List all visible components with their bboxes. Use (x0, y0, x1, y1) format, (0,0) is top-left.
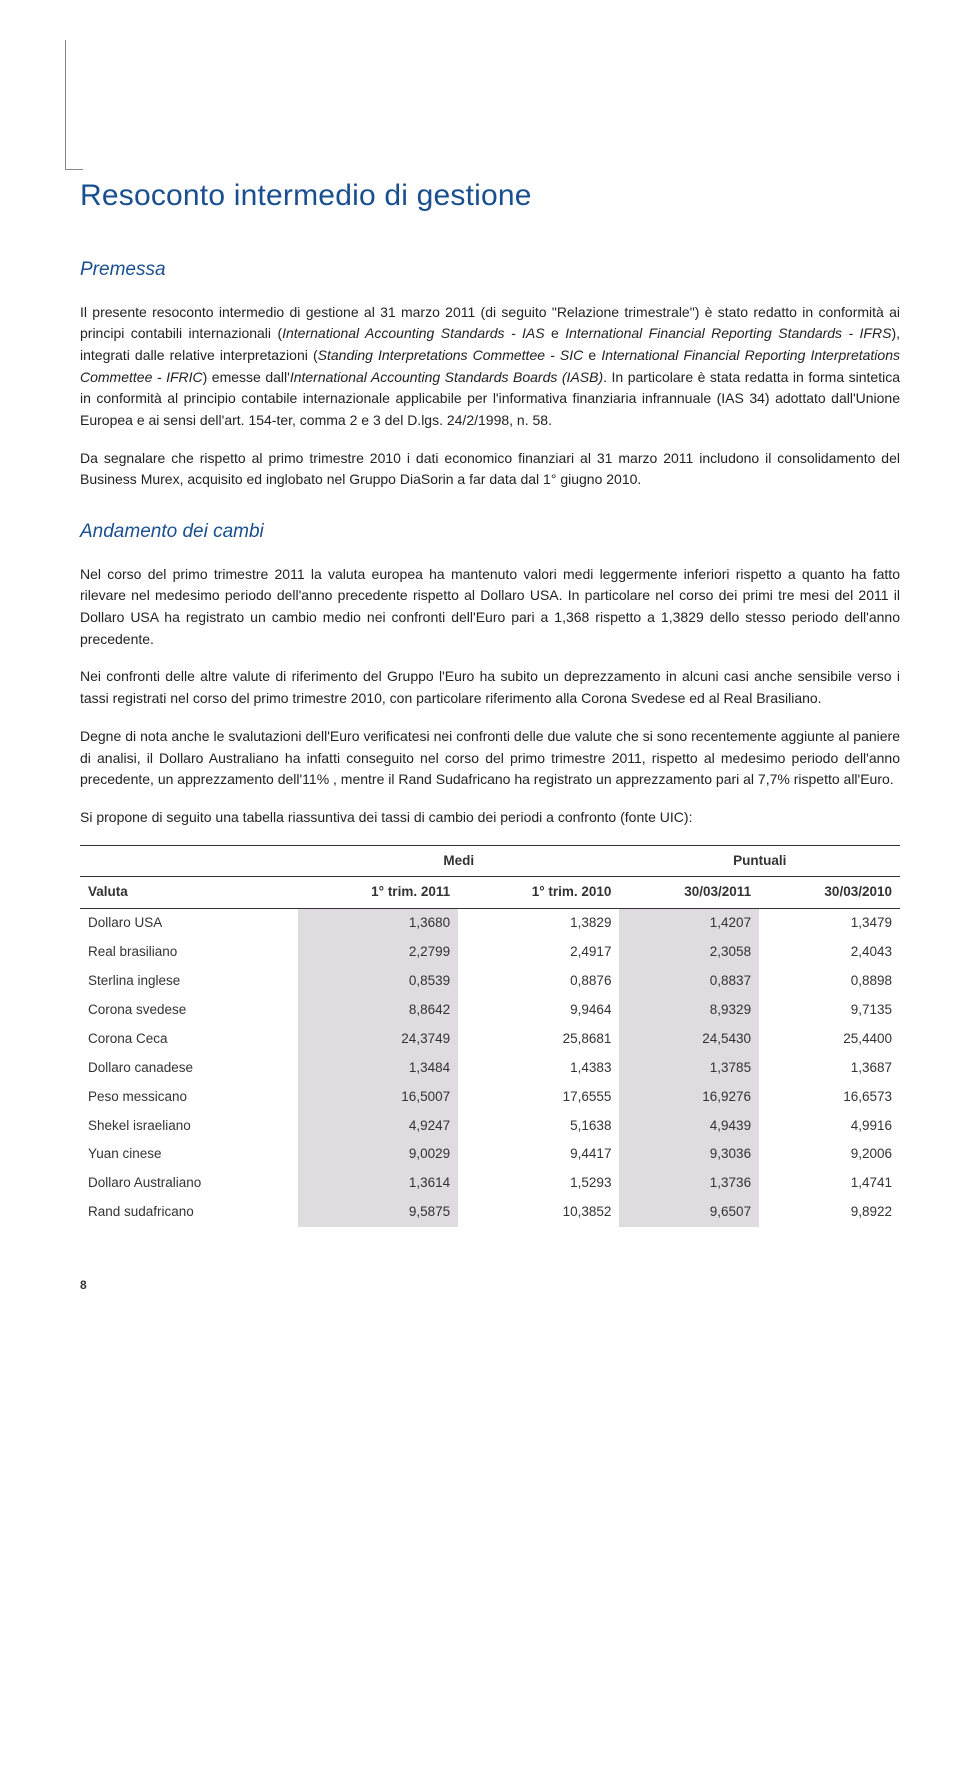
cell-punt-2010: 1,4741 (759, 1169, 900, 1198)
cell-medi-2011: 1,3614 (298, 1169, 458, 1198)
cell-currency: Dollaro canadese (80, 1054, 298, 1083)
page-corner-rule (65, 40, 83, 170)
cell-medi-2010: 0,8876 (458, 967, 619, 996)
cell-currency: Yuan cinese (80, 1140, 298, 1169)
para1-m4: ) emesse dall' (203, 369, 290, 385)
col-trim-2011: 1° trim. 2011 (298, 877, 458, 909)
cell-medi-2011: 1,3484 (298, 1054, 458, 1083)
cell-punt-2011: 1,4207 (619, 909, 759, 938)
cell-punt-2011: 4,9439 (619, 1112, 759, 1141)
para1-i5: International Accounting Standards Board… (290, 369, 603, 385)
cell-medi-2011: 2,2799 (298, 938, 458, 967)
cell-medi-2010: 9,4417 (458, 1140, 619, 1169)
cell-punt-2011: 9,6507 (619, 1198, 759, 1227)
cell-currency: Corona svedese (80, 996, 298, 1025)
table-row: Corona Ceca24,374925,868124,543025,4400 (80, 1025, 900, 1054)
cell-currency: Dollaro USA (80, 909, 298, 938)
page-title: Resoconto intermedio di gestione (80, 175, 900, 217)
table-row: Sterlina inglese0,85390,88760,88370,8898 (80, 967, 900, 996)
para1-i3: Standing Interpretations Commettee - SIC (318, 347, 584, 363)
cell-punt-2010: 16,6573 (759, 1083, 900, 1112)
cell-punt-2010: 1,3479 (759, 909, 900, 938)
cell-punt-2010: 4,9916 (759, 1112, 900, 1141)
cell-medi-2010: 17,6555 (458, 1083, 619, 1112)
cell-punt-2010: 9,8922 (759, 1198, 900, 1227)
table-row: Real brasiliano2,27992,49172,30582,4043 (80, 938, 900, 967)
cell-medi-2011: 1,3680 (298, 909, 458, 938)
cell-medi-2011: 9,5875 (298, 1198, 458, 1227)
table-group-empty (80, 845, 298, 877)
cell-medi-2011: 8,8642 (298, 996, 458, 1025)
para1-m3: e (583, 347, 601, 363)
para1-i2: International Financial Reporting Standa… (565, 325, 891, 341)
table-row: Corona svedese8,86429,94648,93299,7135 (80, 996, 900, 1025)
cell-currency: Corona Ceca (80, 1025, 298, 1054)
cell-punt-2011: 16,9276 (619, 1083, 759, 1112)
paragraph-cambi-1: Nel corso del primo trimestre 2011 la va… (80, 564, 900, 651)
cell-currency: Dollaro Australiano (80, 1169, 298, 1198)
exchange-rate-table: Medi Puntuali Valuta 1° trim. 2011 1° tr… (80, 845, 900, 1228)
paragraph-cambi-2: Nei confronti delle altre valute di rife… (80, 666, 900, 709)
table-header-row: Valuta 1° trim. 2011 1° trim. 2010 30/03… (80, 877, 900, 909)
cell-punt-2011: 9,3036 (619, 1140, 759, 1169)
cell-punt-2011: 1,3785 (619, 1054, 759, 1083)
cell-punt-2011: 0,8837 (619, 967, 759, 996)
table-group-puntuali: Puntuali (619, 845, 900, 877)
cell-currency: Peso messicano (80, 1083, 298, 1112)
cell-punt-2011: 8,9329 (619, 996, 759, 1025)
cell-punt-2010: 9,2006 (759, 1140, 900, 1169)
table-row: Peso messicano16,500717,655516,927616,65… (80, 1083, 900, 1112)
cell-punt-2011: 2,3058 (619, 938, 759, 967)
cell-punt-2010: 2,4043 (759, 938, 900, 967)
cell-medi-2011: 16,5007 (298, 1083, 458, 1112)
cell-currency: Sterlina inglese (80, 967, 298, 996)
cell-medi-2010: 1,3829 (458, 909, 619, 938)
col-valuta: Valuta (80, 877, 298, 909)
cell-punt-2010: 25,4400 (759, 1025, 900, 1054)
cell-medi-2010: 10,3852 (458, 1198, 619, 1227)
paragraph-intro: Il presente resoconto intermedio di gest… (80, 302, 900, 432)
cell-medi-2010: 2,4917 (458, 938, 619, 967)
col-date-2011: 30/03/2011 (619, 877, 759, 909)
para1-m1: e (545, 325, 566, 341)
cell-punt-2011: 1,3736 (619, 1169, 759, 1198)
cell-currency: Rand sudafricano (80, 1198, 298, 1227)
cell-currency: Shekel israeliano (80, 1112, 298, 1141)
cell-medi-2010: 25,8681 (458, 1025, 619, 1054)
cell-punt-2010: 1,3687 (759, 1054, 900, 1083)
cell-medi-2010: 1,4383 (458, 1054, 619, 1083)
para1-i1: International Accounting Standards - IAS (282, 325, 545, 341)
table-row: Dollaro USA1,36801,38291,42071,3479 (80, 909, 900, 938)
table-group-medi: Medi (298, 845, 619, 877)
section-heading-premessa: Premessa (80, 257, 900, 284)
table-row: Shekel israeliano4,92475,16384,94394,991… (80, 1112, 900, 1141)
paragraph-cambi-3: Degne di nota anche le svalutazioni dell… (80, 726, 900, 791)
table-group-row: Medi Puntuali (80, 845, 900, 877)
cell-medi-2011: 24,3749 (298, 1025, 458, 1054)
col-date-2010: 30/03/2010 (759, 877, 900, 909)
cell-medi-2011: 4,9247 (298, 1112, 458, 1141)
cell-currency: Real brasiliano (80, 938, 298, 967)
cell-medi-2010: 1,5293 (458, 1169, 619, 1198)
cell-medi-2011: 0,8539 (298, 967, 458, 996)
paragraph-cambi-4: Si propone di seguito una tabella riassu… (80, 807, 900, 829)
cell-punt-2010: 0,8898 (759, 967, 900, 996)
section-heading-cambi: Andamento dei cambi (80, 519, 900, 546)
cell-punt-2010: 9,7135 (759, 996, 900, 1025)
col-trim-2010: 1° trim. 2010 (458, 877, 619, 909)
table-row: Yuan cinese9,00299,44179,30369,2006 (80, 1140, 900, 1169)
table-row: Dollaro Australiano1,36141,52931,37361,4… (80, 1169, 900, 1198)
table-row: Rand sudafricano9,587510,38529,65079,892… (80, 1198, 900, 1227)
cell-punt-2011: 24,5430 (619, 1025, 759, 1054)
cell-medi-2011: 9,0029 (298, 1140, 458, 1169)
page-number: 8 (80, 1277, 900, 1294)
cell-medi-2010: 9,9464 (458, 996, 619, 1025)
paragraph-murex: Da segnalare che rispetto al primo trime… (80, 448, 900, 491)
cell-medi-2010: 5,1638 (458, 1112, 619, 1141)
table-row: Dollaro canadese1,34841,43831,37851,3687 (80, 1054, 900, 1083)
